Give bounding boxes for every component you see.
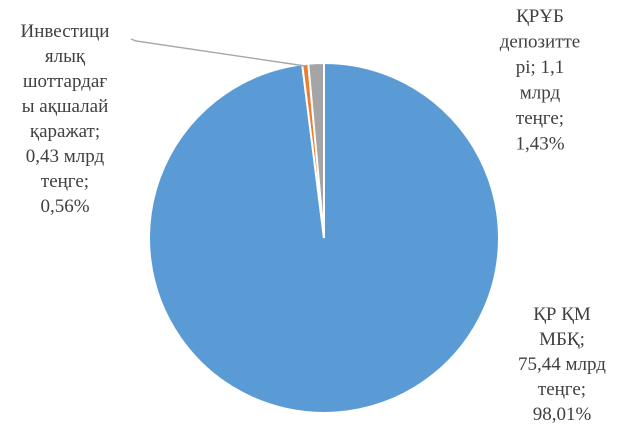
slice-label-line: теңге; (41, 171, 89, 192)
slice-label-line: 1,43% (515, 134, 564, 155)
slice-label-line: 75,44 млрд (518, 354, 606, 375)
slice-label-line: Инвестици (21, 21, 110, 42)
slice-label-line: ҚРҰБ (516, 6, 564, 27)
slice-data-label: Инвестици ялық шоттардағ ы ақшалай қаражат; 0… (21, 21, 110, 217)
leader-line (130, 38, 306, 67)
slice-label-line: қаражат; (30, 121, 100, 142)
pie-slices (148, 61, 500, 414)
slice-label-line: теңге; (516, 108, 564, 129)
slice-label-line: 98,01% (533, 404, 592, 425)
pie-slice-3 (307, 61, 325, 239)
data-labels: ҚР ҚМ МБҚ; 75,44 млрд теңге; 98,01% Инвестици… (21, 6, 607, 425)
slice-label-line: рі; 1,1 (516, 57, 565, 78)
slice-label-line: 0,43 млрд (26, 146, 105, 167)
slice-label-line: ҚР ҚМ (533, 304, 591, 325)
slice-label-line: 0,56% (40, 196, 89, 217)
leader-lines (130, 38, 306, 67)
slice-label-line: МБҚ; (539, 329, 585, 350)
slice-data-label: ҚР ҚМ МБҚ; 75,44 млрд теңге; 98,01% (518, 304, 606, 425)
slice-label-line: ы ақшалай (22, 96, 109, 117)
slice-label-line: млрд (520, 83, 561, 104)
slice-label-line: ялық (45, 46, 86, 67)
slice-label-line: теңге; (538, 379, 586, 400)
slice-label-line: шоттардағ (23, 71, 108, 92)
slice-data-label: ҚРҰБ депозитте рі; 1,1 млрд теңге; 1,43% (500, 6, 580, 155)
slice-label-line: депозитте (500, 32, 580, 53)
